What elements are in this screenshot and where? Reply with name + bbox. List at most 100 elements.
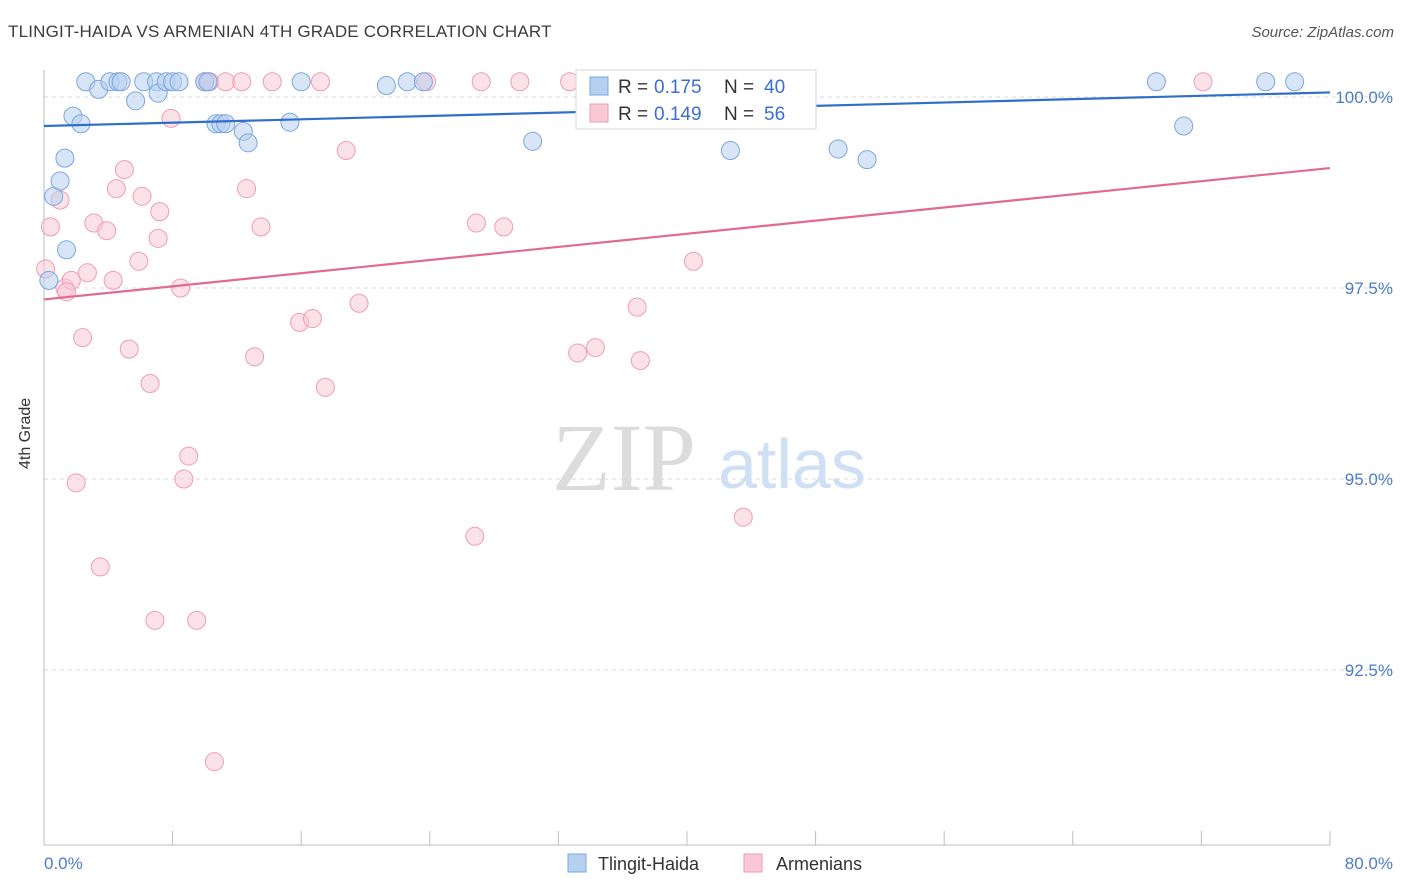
armenians-point-17[interactable] — [140, 374, 160, 393]
armenians-point-12[interactable] — [106, 179, 126, 199]
tlingit-haida-point-3[interactable] — [55, 148, 75, 168]
armenians-point-13[interactable] — [114, 160, 134, 180]
armenians-point-1[interactable] — [40, 217, 60, 237]
armenians-point-28[interactable] — [204, 752, 224, 772]
armenians-trend-line — [43, 166, 1331, 301]
armenians-point-14[interactable] — [119, 339, 139, 359]
armenians-point-42[interactable] — [465, 526, 485, 546]
stats-box-frame — [575, 69, 817, 130]
armenians-point-43[interactable] — [466, 213, 486, 233]
armenians-point-6[interactable] — [73, 328, 93, 348]
stats-n-label-blue: N = — [724, 77, 754, 98]
y-axis-tick-labels: 100.0% 97.5% 95.0% 92.5% — [1335, 88, 1393, 680]
armenians-point-19[interactable] — [148, 228, 168, 248]
armenians-point-46[interactable] — [510, 72, 530, 92]
chart-title: TLINGIT-HAIDA VS ARMENIAN 4TH GRADE CORR… — [8, 22, 552, 41]
stats-n-value-pink: 56 — [764, 104, 785, 125]
armenians-point-44[interactable] — [471, 72, 491, 92]
armenians-point-11[interactable] — [103, 270, 123, 290]
armenians-point-23[interactable] — [174, 469, 194, 489]
stats-r-label-pink: R = — [618, 104, 648, 125]
armenians-point-33[interactable] — [251, 217, 271, 237]
armenians-point-21[interactable] — [161, 108, 181, 128]
stats-n-label-pink: N = — [724, 104, 754, 125]
tlingit-haida-point-36[interactable] — [1146, 72, 1166, 92]
armenians-point-51[interactable] — [630, 351, 650, 371]
stats-r-label-blue: R = — [618, 77, 648, 98]
y-tick-label-3: 92.5% — [1345, 661, 1393, 680]
tlingit-haida-point-26[interactable] — [280, 112, 300, 132]
x-tick-label-min: 0.0% — [44, 854, 83, 873]
tlingit-haida-point-4[interactable] — [57, 240, 77, 260]
stats-r-value-pink: 0.149 — [654, 104, 702, 125]
armenians-point-10[interactable] — [97, 221, 117, 241]
tlingit-haida-point-29[interactable] — [397, 72, 417, 92]
legend-label-tlingit-haida[interactable]: Tlingit-Haida — [598, 854, 700, 874]
legend: Tlingit-Haida Armenians — [567, 853, 862, 874]
source-credit: Source: ZipAtlas.com — [1251, 24, 1394, 41]
armenians-point-34[interactable] — [262, 72, 282, 92]
armenians-point-18[interactable] — [145, 610, 165, 630]
watermark-atlas: atlas — [718, 425, 866, 503]
armenians-point-22[interactable] — [171, 278, 191, 298]
armenians-point-16[interactable] — [132, 186, 152, 206]
armenians-point-48[interactable] — [568, 343, 588, 363]
tlingit-haida-point-23[interactable] — [216, 114, 236, 134]
legend-label-armenians[interactable]: Armenians — [776, 854, 862, 874]
armenians-point-31[interactable] — [237, 179, 257, 199]
armenians-point-39[interactable] — [336, 140, 356, 160]
armenians-point-25[interactable] — [187, 610, 207, 630]
x-axis-ticks — [43, 831, 1331, 845]
tlingit-haida-point-39[interactable] — [1285, 72, 1305, 92]
armenians-point-40[interactable] — [349, 293, 369, 313]
y-tick-label-2: 95.0% — [1345, 470, 1393, 489]
tlingit-haida-point-34[interactable] — [828, 139, 848, 159]
armenians-point-15[interactable] — [129, 251, 149, 271]
tlingit-haida-point-12[interactable] — [126, 91, 146, 111]
armenians-point-49[interactable] — [585, 338, 605, 358]
watermark: ZIP atlas — [552, 404, 866, 511]
armenians-point-29[interactable] — [216, 72, 236, 92]
stats-swatch-blue — [589, 76, 609, 96]
legend-swatch-armenians[interactable] — [743, 853, 763, 873]
tlingit-haida-point-38[interactable] — [1256, 72, 1276, 92]
tlingit-haida-point-37[interactable] — [1174, 116, 1194, 136]
tlingit-haida-point-25[interactable] — [238, 133, 258, 153]
armenians-point-32[interactable] — [245, 347, 265, 367]
armenians-point-37[interactable] — [310, 72, 330, 92]
armenians-point-30[interactable] — [232, 72, 252, 92]
tlingit-haida-point-33[interactable] — [720, 140, 740, 160]
stats-box: R = 0.175 N = 40 R = 0.149 N = 56 — [575, 69, 817, 130]
armenians-point-52[interactable] — [683, 251, 703, 271]
armenians-point-53[interactable] — [733, 507, 753, 527]
tlingit-haida-point-6[interactable] — [71, 114, 91, 134]
armenians-point-5[interactable] — [66, 473, 86, 493]
stats-n-value-blue: 40 — [764, 77, 785, 98]
stats-r-value-blue: 0.175 — [654, 77, 702, 98]
tlingit-haida-point-28[interactable] — [376, 76, 396, 96]
armenians-point-38[interactable] — [315, 377, 335, 397]
armenians-point-50[interactable] — [627, 297, 647, 317]
tlingit-haida-point-31[interactable] — [523, 131, 543, 151]
armenians-point-20[interactable] — [150, 202, 170, 222]
tlingit-haida-point-20[interactable] — [198, 72, 218, 92]
tlingit-haida-point-27[interactable] — [291, 72, 311, 92]
armenians-point-7[interactable] — [77, 263, 97, 283]
tlingit-haida-points — [39, 72, 1305, 290]
armenians-point-24[interactable] — [179, 446, 199, 466]
tlingit-haida-point-0[interactable] — [39, 270, 59, 290]
tlingit-haida-point-11[interactable] — [111, 72, 131, 92]
armenians-point-9[interactable] — [90, 557, 110, 577]
y-tick-label-1: 97.5% — [1345, 279, 1393, 298]
armenians-point-36[interactable] — [302, 309, 322, 329]
tlingit-haida-point-2[interactable] — [50, 171, 70, 191]
armenians-point-45[interactable] — [494, 217, 514, 237]
watermark-zip: ZIP — [552, 404, 696, 511]
tlingit-haida-point-18[interactable] — [169, 72, 189, 92]
tlingit-haida-point-35[interactable] — [857, 150, 877, 170]
tlingit-haida-point-30[interactable] — [413, 72, 433, 92]
legend-swatch-tlingit-haida[interactable] — [567, 853, 587, 873]
x-tick-label-max: 80.0% — [1345, 854, 1393, 873]
armenians-point-54[interactable] — [1193, 72, 1213, 92]
